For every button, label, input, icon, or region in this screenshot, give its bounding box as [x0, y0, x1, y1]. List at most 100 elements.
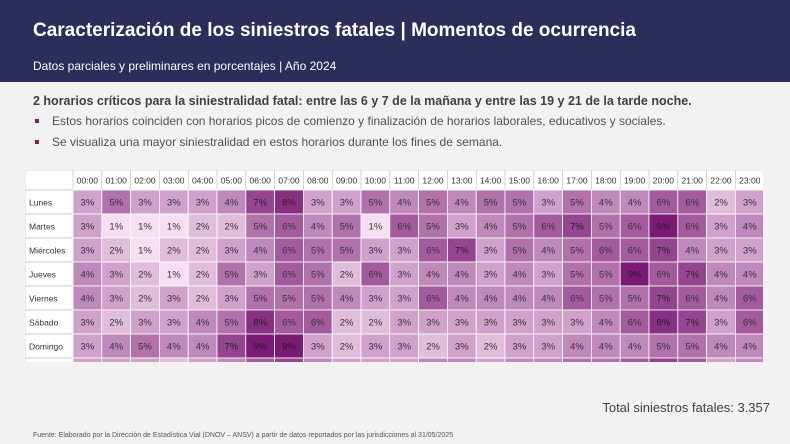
heatmap-cell — [360, 309, 391, 335]
row-label: Sábado — [29, 318, 59, 328]
cell-value: 6% — [743, 294, 757, 305]
cell-value: 6% — [657, 198, 671, 209]
cell-value: 8% — [282, 198, 296, 209]
heatmap-cell — [245, 333, 276, 359]
heatmap-cell — [619, 213, 650, 239]
cell-value: 3% — [167, 198, 181, 209]
column-header: 18:00 — [595, 176, 617, 186]
cell-value: 3% — [311, 198, 325, 209]
cell-value: 2% — [138, 270, 152, 281]
heatmap-cell — [619, 357, 650, 383]
cell-value: 2% — [109, 318, 123, 329]
cell-value: 9% — [253, 342, 267, 353]
cell-value: 4% — [196, 318, 210, 329]
heatmap-cell — [648, 357, 679, 383]
cell-value: 3% — [81, 198, 95, 209]
heatmap-cell — [101, 333, 132, 359]
cell-value: 4% — [599, 342, 613, 353]
cell-value: 2% — [196, 222, 210, 233]
cell-value: 3% — [109, 294, 123, 305]
cell-value: 6% — [282, 318, 296, 329]
cell-value: 4% — [714, 342, 728, 353]
heatmap-svg: 00:00 01:00 02:00 03:00 04:00 05:00 06:00 07:00… — [24, 169, 765, 383]
heatmap-cell — [158, 285, 189, 311]
cell-value: 2% — [369, 318, 383, 329]
cell-value: 6% — [282, 270, 296, 281]
heatmap-cell — [475, 357, 506, 383]
cell-value: 6% — [685, 294, 699, 305]
row-label-cell — [24, 357, 74, 383]
heatmap-cell — [533, 285, 563, 311]
heatmap-cell — [389, 357, 419, 383]
source-note: Fuente: Elaborado por la Dirección de Es… — [33, 432, 454, 439]
row-label: Lunes — [29, 198, 52, 208]
cell-value: 4% — [743, 342, 757, 353]
heatmap-cell — [101, 189, 132, 215]
heatmap-cell — [274, 357, 304, 383]
cell-value: 6% — [426, 246, 440, 257]
cell-value: 2% — [109, 246, 123, 257]
column-header: 13:00 — [451, 176, 473, 186]
cell-value: 5% — [599, 222, 613, 233]
column-header: 04:00 — [192, 176, 214, 186]
cell-value: 5% — [513, 246, 527, 257]
heatmap-cell — [504, 237, 535, 263]
heatmap-cell — [130, 189, 160, 215]
heatmap-cell — [677, 357, 707, 383]
heatmap-cell — [418, 357, 448, 383]
cell-value: 3% — [225, 246, 239, 257]
cell-value: 6% — [628, 222, 642, 233]
row-label-cell — [24, 285, 74, 311]
cell-value: 5% — [225, 270, 239, 281]
cell-value: 3% — [397, 318, 411, 329]
cell-value: 5% — [599, 270, 613, 281]
cell-value: 5% — [570, 270, 584, 281]
cell-value: 3% — [167, 318, 181, 329]
cell-value: 4% — [340, 294, 354, 305]
heatmap-cell — [187, 309, 218, 335]
heatmap-cell — [533, 237, 563, 263]
heatmap-cell — [274, 309, 304, 335]
heatmap-cell — [158, 213, 189, 239]
heatmap-cell — [735, 333, 765, 359]
row-label: Viernes — [29, 294, 58, 304]
cell-value: 3% — [369, 342, 383, 353]
heatmap-cell — [504, 333, 535, 359]
cell-value: 3% — [397, 270, 411, 281]
heatmap-cell — [706, 309, 736, 335]
heatmap-cell — [331, 357, 362, 383]
cell-value: 5% — [570, 198, 584, 209]
cell-value: 3% — [397, 294, 411, 305]
heatmap-cell — [562, 261, 592, 287]
cell-value: 3% — [455, 318, 469, 329]
heatmap-cell — [187, 333, 218, 359]
page-title: Caracterización de los siniestros fatale… — [33, 20, 636, 41]
cell-value: 4% — [685, 246, 699, 257]
cell-value: 3% — [81, 342, 95, 353]
heatmap-cell — [360, 189, 391, 215]
cell-value: 7% — [253, 198, 267, 209]
cell-value: 5% — [426, 222, 440, 233]
cell-value: 2% — [196, 246, 210, 257]
heatmap-cell — [302, 237, 333, 263]
cell-value: 2% — [714, 198, 728, 209]
cell-value: 5% — [253, 294, 267, 305]
cell-value: 3% — [369, 246, 383, 257]
cell-value: 8% — [253, 318, 267, 329]
cell-value: 4% — [426, 270, 440, 281]
cell-value: 3% — [484, 246, 498, 257]
cell-value: 3% — [484, 318, 498, 329]
heatmap-cell — [245, 357, 276, 383]
heatmap-cell — [158, 357, 189, 383]
cell-value: 4% — [109, 342, 123, 353]
cell-value: 3% — [743, 246, 757, 257]
cell-value: 4% — [541, 294, 555, 305]
heatmap-cell — [446, 357, 477, 383]
cell-value: 3% — [714, 246, 728, 257]
heatmap-cell — [619, 333, 650, 359]
heatmap-cell — [619, 285, 650, 311]
cell-value: 2% — [225, 222, 239, 233]
cell-value: 3% — [81, 318, 95, 329]
cell-value: 1% — [369, 222, 383, 233]
heatmap-cell — [418, 261, 448, 287]
